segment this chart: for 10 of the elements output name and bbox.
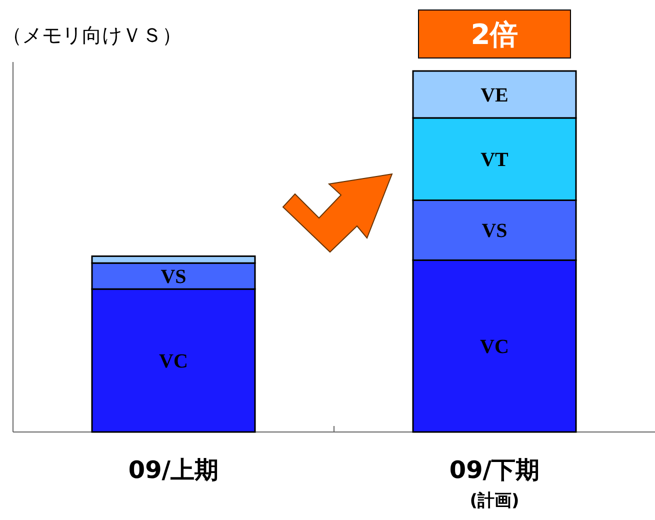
series-label: VC [159,350,188,373]
text: VS [482,220,508,242]
chart-subtitle: （メモリ向けＶＳ） [2,23,182,47]
text: VC [480,336,509,358]
series-label: VS [160,266,186,288]
series-label: VT [480,149,510,172]
series-label: VE [480,84,508,106]
text: 2倍 [470,18,518,51]
x-tick-label: 09/下期 (計画) [449,456,540,511]
x-tick-label: 09/上期 [128,456,219,484]
